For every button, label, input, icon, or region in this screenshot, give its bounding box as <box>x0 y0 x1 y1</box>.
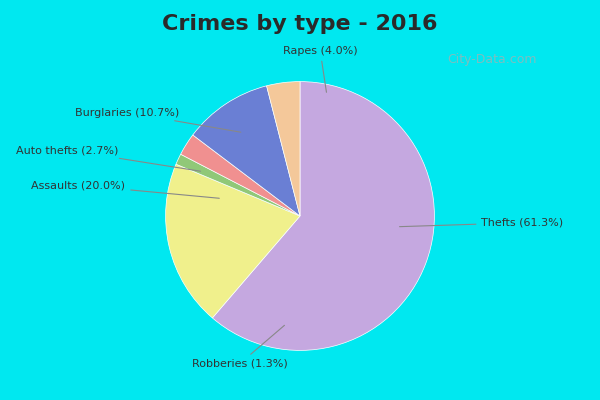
Text: Auto thefts (2.7%): Auto thefts (2.7%) <box>16 145 200 171</box>
Wedge shape <box>166 164 300 318</box>
Wedge shape <box>181 135 300 216</box>
Text: Assaults (20.0%): Assaults (20.0%) <box>31 180 219 198</box>
Wedge shape <box>193 86 300 216</box>
Text: City-Data.com: City-Data.com <box>447 54 537 66</box>
Wedge shape <box>176 154 300 216</box>
Text: Robberies (1.3%): Robberies (1.3%) <box>191 325 287 369</box>
Wedge shape <box>266 82 300 216</box>
Text: Rapes (4.0%): Rapes (4.0%) <box>283 46 358 92</box>
Text: Crimes by type - 2016: Crimes by type - 2016 <box>162 14 438 34</box>
Text: Burglaries (10.7%): Burglaries (10.7%) <box>75 108 241 132</box>
Text: Thefts (61.3%): Thefts (61.3%) <box>400 218 563 228</box>
Wedge shape <box>212 82 434 350</box>
